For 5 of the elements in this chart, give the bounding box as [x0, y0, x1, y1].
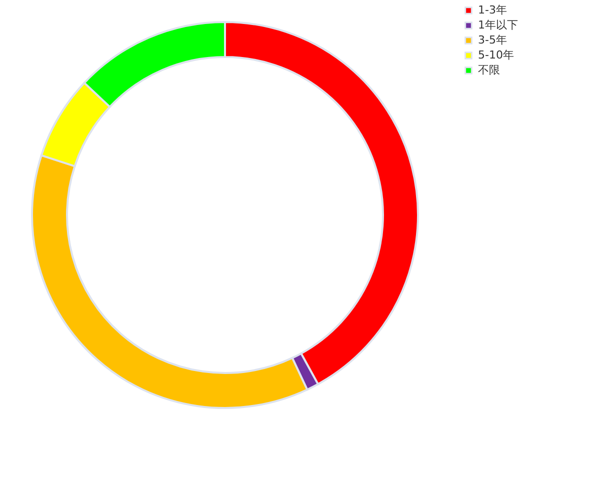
legend-label: 不限 — [478, 64, 500, 76]
legend-label: 5-10年 — [478, 48, 514, 62]
legend-label: 1年以下 — [478, 18, 518, 32]
legend-label: 1-3年 — [478, 4, 507, 16]
legend-label: 3-5年 — [478, 34, 507, 46]
